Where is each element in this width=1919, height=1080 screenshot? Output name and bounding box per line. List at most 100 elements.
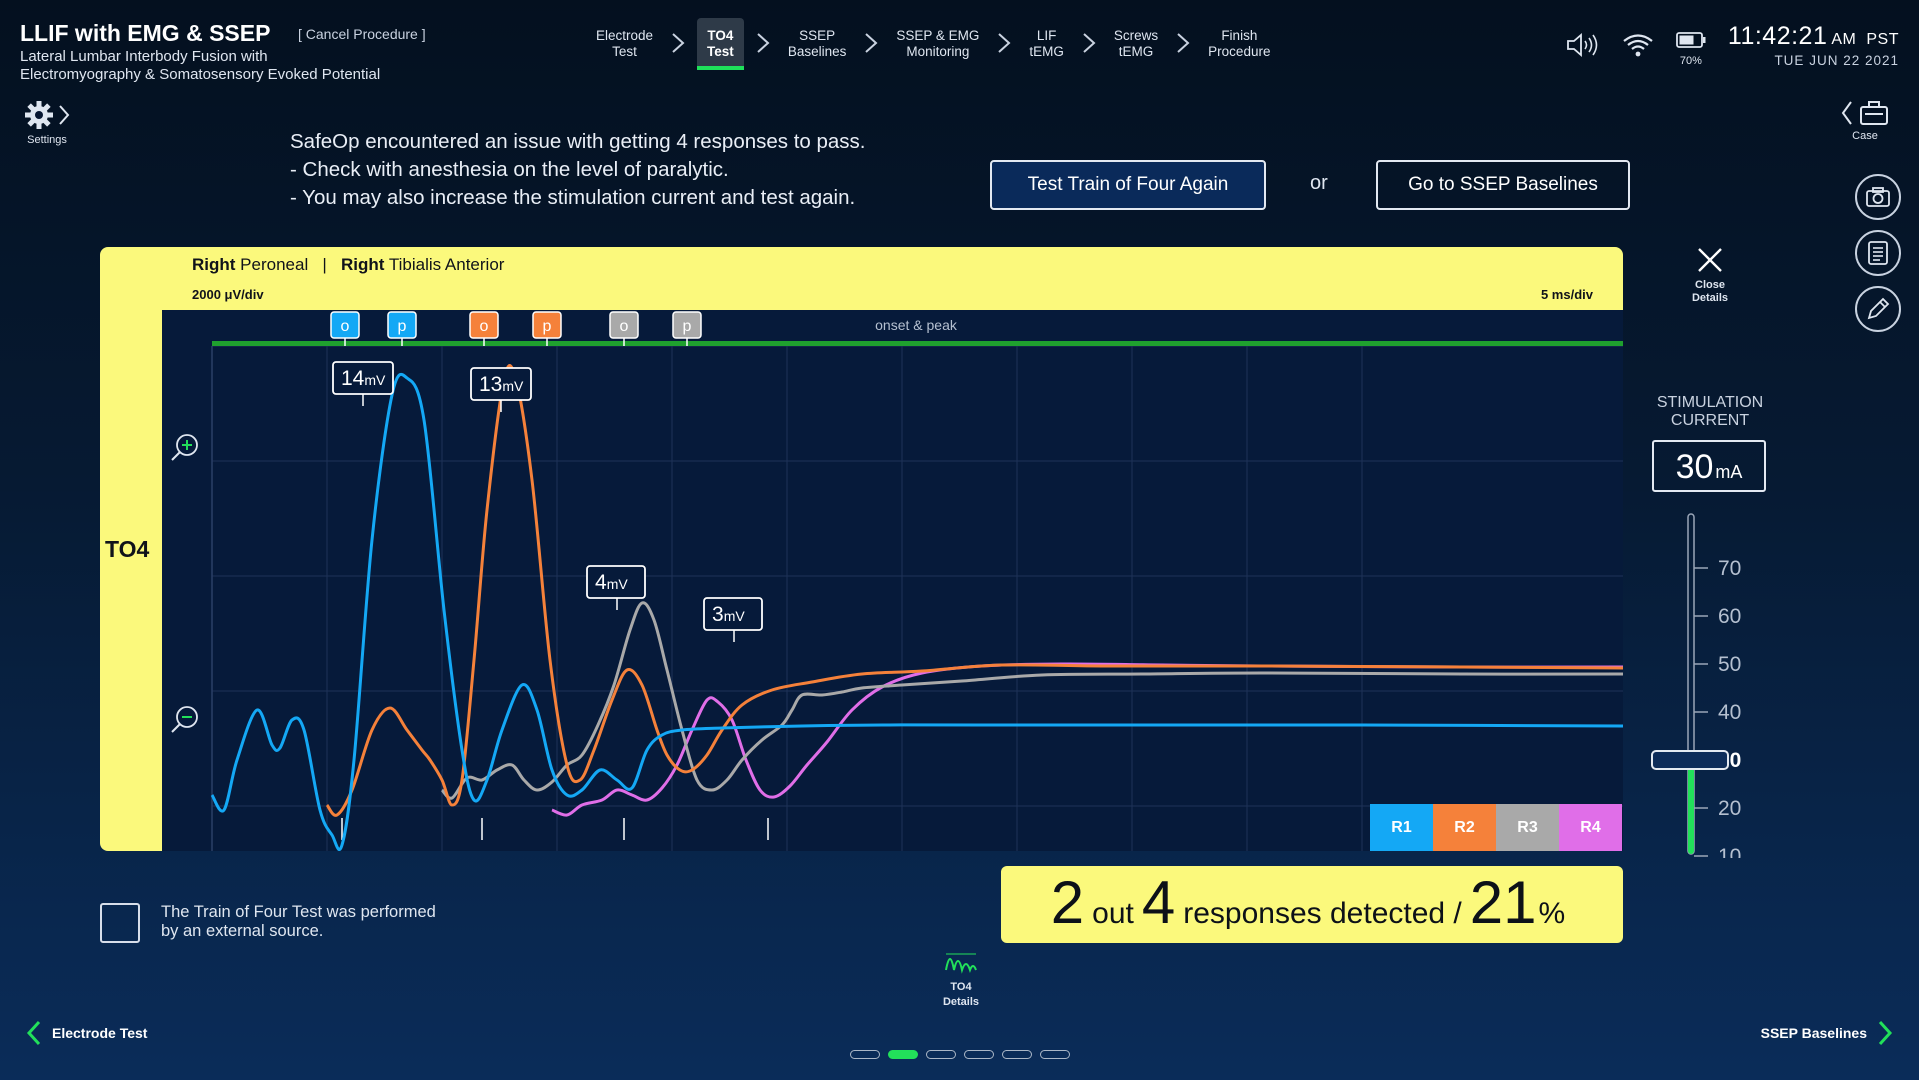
to4-details-button[interactable]: TO4 Details: [936, 946, 986, 1009]
time-ampm: AM: [1831, 31, 1857, 48]
checkbox-line: by an external source.: [161, 922, 324, 940]
separator: |: [322, 255, 327, 274]
step-label: TO4: [707, 28, 734, 43]
chevron-right-icon: [757, 33, 770, 53]
slider-fill: [1688, 760, 1694, 854]
test-train-of-four-again-button[interactable]: Test Train of Four Again: [990, 160, 1266, 210]
status-bar: 70% 11:42:21 AM PST TUE JUN 22 2021: [1566, 22, 1899, 68]
annotate-button[interactable]: [1855, 286, 1901, 332]
to4-label: TO4: [105, 536, 150, 562]
marker-letter: p: [543, 318, 552, 335]
baseline-bar: [212, 341, 1623, 346]
step-label: Test: [707, 44, 734, 59]
external-source-checkbox[interactable]: [100, 903, 140, 943]
legend-r2[interactable]: R2: [1433, 804, 1496, 851]
step-label: SSEP & EMG: [896, 28, 980, 43]
stim-unit: mA: [1715, 462, 1743, 482]
step-screws-temg[interactable]: Screws tEMG: [1108, 18, 1164, 60]
details-label: TO4: [950, 981, 972, 993]
marker-letter: o: [341, 318, 350, 335]
slider-tick-label: 60: [1718, 605, 1741, 628]
case-button[interactable]: Case: [1841, 100, 1889, 142]
notes-button[interactable]: [1855, 230, 1901, 276]
speaker-icon[interactable]: [1566, 32, 1600, 58]
workflow-steps: Electrode Test TO4 Test SSEP Baselines SSEP…: [590, 18, 1276, 72]
wifi-icon: [1623, 34, 1653, 57]
muscle-name: Tibialis Anterior: [388, 255, 505, 274]
peak-unit: mV: [364, 372, 386, 388]
stim-value: 30: [1675, 448, 1714, 486]
step-ssep-emg-monitoring[interactable]: SSEP & EMG Monitoring: [890, 18, 985, 60]
chevron-right-icon: [998, 33, 1011, 53]
battery-icon: [1676, 32, 1706, 48]
chevron-left-icon: [1841, 101, 1852, 125]
next-ssep-baselines-button[interactable]: SSEP Baselines: [1761, 1020, 1893, 1046]
pencil-icon: [1867, 297, 1890, 320]
settings-button[interactable]: Settings: [18, 100, 76, 146]
responses-text: responses detected /: [1183, 897, 1462, 930]
page-dot-active[interactable]: [888, 1050, 918, 1059]
peak-label: 14mV: [341, 367, 386, 390]
close-details-button[interactable]: Close Details: [1680, 246, 1740, 305]
marker-letter: o: [620, 318, 629, 335]
step-label: SSEP: [799, 28, 836, 43]
step-label: tEMG: [1118, 44, 1154, 59]
marker-letter: p: [683, 318, 692, 335]
prev-electrode-test-button[interactable]: Electrode Test: [26, 1020, 147, 1046]
page-dot[interactable]: [850, 1050, 880, 1059]
message-line: - You may also increase the stimulation …: [290, 186, 856, 209]
peak-unit: mV: [724, 608, 746, 624]
step-finish-procedure[interactable]: Finish Procedure: [1202, 18, 1276, 60]
go-to-ssep-baselines-button[interactable]: Go to SSEP Baselines: [1376, 160, 1630, 210]
message-line: SafeOp encountered an issue with getting…: [290, 130, 866, 153]
peak-label: 4mV: [595, 571, 628, 594]
chevron-right-icon: [1177, 33, 1190, 53]
close-details-label: Details: [1691, 292, 1729, 304]
waveform-svg: onset & peak o p o p o p 14mV 13mV 4mV 3mV: [171, 311, 1624, 922]
responses-detected-banner: 2 out 4 responses detected / 21 %: [1001, 866, 1623, 943]
step-label: Electrode: [596, 28, 654, 43]
waveform-r1: [210, 372, 1624, 852]
peak-label: 3mV: [712, 603, 745, 626]
page-dot[interactable]: [1040, 1050, 1070, 1059]
subtitle-line: Electromyography & Somatosensory Evoked …: [20, 66, 381, 83]
prev-label: Electrode Test: [52, 1025, 148, 1041]
waveform-plot: onset & peak o p o p o p 14mV 13mV 4mV 3mV: [162, 310, 1624, 922]
close-details-label: Close: [1695, 279, 1725, 291]
peak-label-box: [586, 565, 646, 599]
step-ssep-baselines[interactable]: SSEP Baselines: [782, 18, 853, 60]
external-source-label: The Train of Four Test was performed by …: [161, 903, 436, 941]
stimulation-title: STIMULATION CURRENT: [1656, 394, 1764, 429]
responses-total: 4: [1141, 869, 1176, 936]
subtitle-line: Lateral Lumbar Interbody Fusion with: [20, 48, 268, 65]
procedure-subtitle: Lateral Lumbar Interbody Fusion with Ele…: [20, 48, 440, 84]
camera-button[interactable]: [1855, 174, 1901, 220]
step-label: Test: [612, 44, 637, 59]
battery-percent: 70%: [1679, 55, 1702, 67]
slider-thumb[interactable]: [1651, 750, 1729, 770]
waveform-r2: [325, 364, 1624, 817]
step-lif-temg[interactable]: LIF tEMG: [1023, 18, 1070, 60]
zoom-in-icon[interactable]: [171, 434, 198, 461]
step-to4-test[interactable]: TO4 Test: [697, 18, 744, 70]
page-dot[interactable]: [964, 1050, 994, 1059]
marker-letter: p: [398, 318, 407, 335]
step-label: tEMG: [1029, 44, 1064, 59]
out-label: out: [1092, 897, 1134, 930]
step-label: Monitoring: [906, 44, 970, 59]
error-message: SafeOp encountered an issue with getting…: [290, 128, 866, 212]
clock: 11:42:21 AM PST TUE JUN 22 2021: [1728, 22, 1899, 68]
cancel-procedure-link[interactable]: [ Cancel Procedure ]: [298, 26, 426, 42]
page-dot[interactable]: [926, 1050, 956, 1059]
legend-r4[interactable]: R4: [1559, 804, 1622, 851]
procedure-title: LLIF with EMG & SSEP: [20, 20, 271, 46]
legend-r1[interactable]: R1: [1370, 804, 1433, 851]
legend-r3[interactable]: R3: [1496, 804, 1559, 851]
step-label: Baselines: [787, 44, 847, 59]
zoom-out-icon[interactable]: [171, 706, 198, 733]
step-electrode-test[interactable]: Electrode Test: [590, 18, 659, 60]
marker-letter: o: [480, 318, 489, 335]
page-dot[interactable]: [1002, 1050, 1032, 1059]
